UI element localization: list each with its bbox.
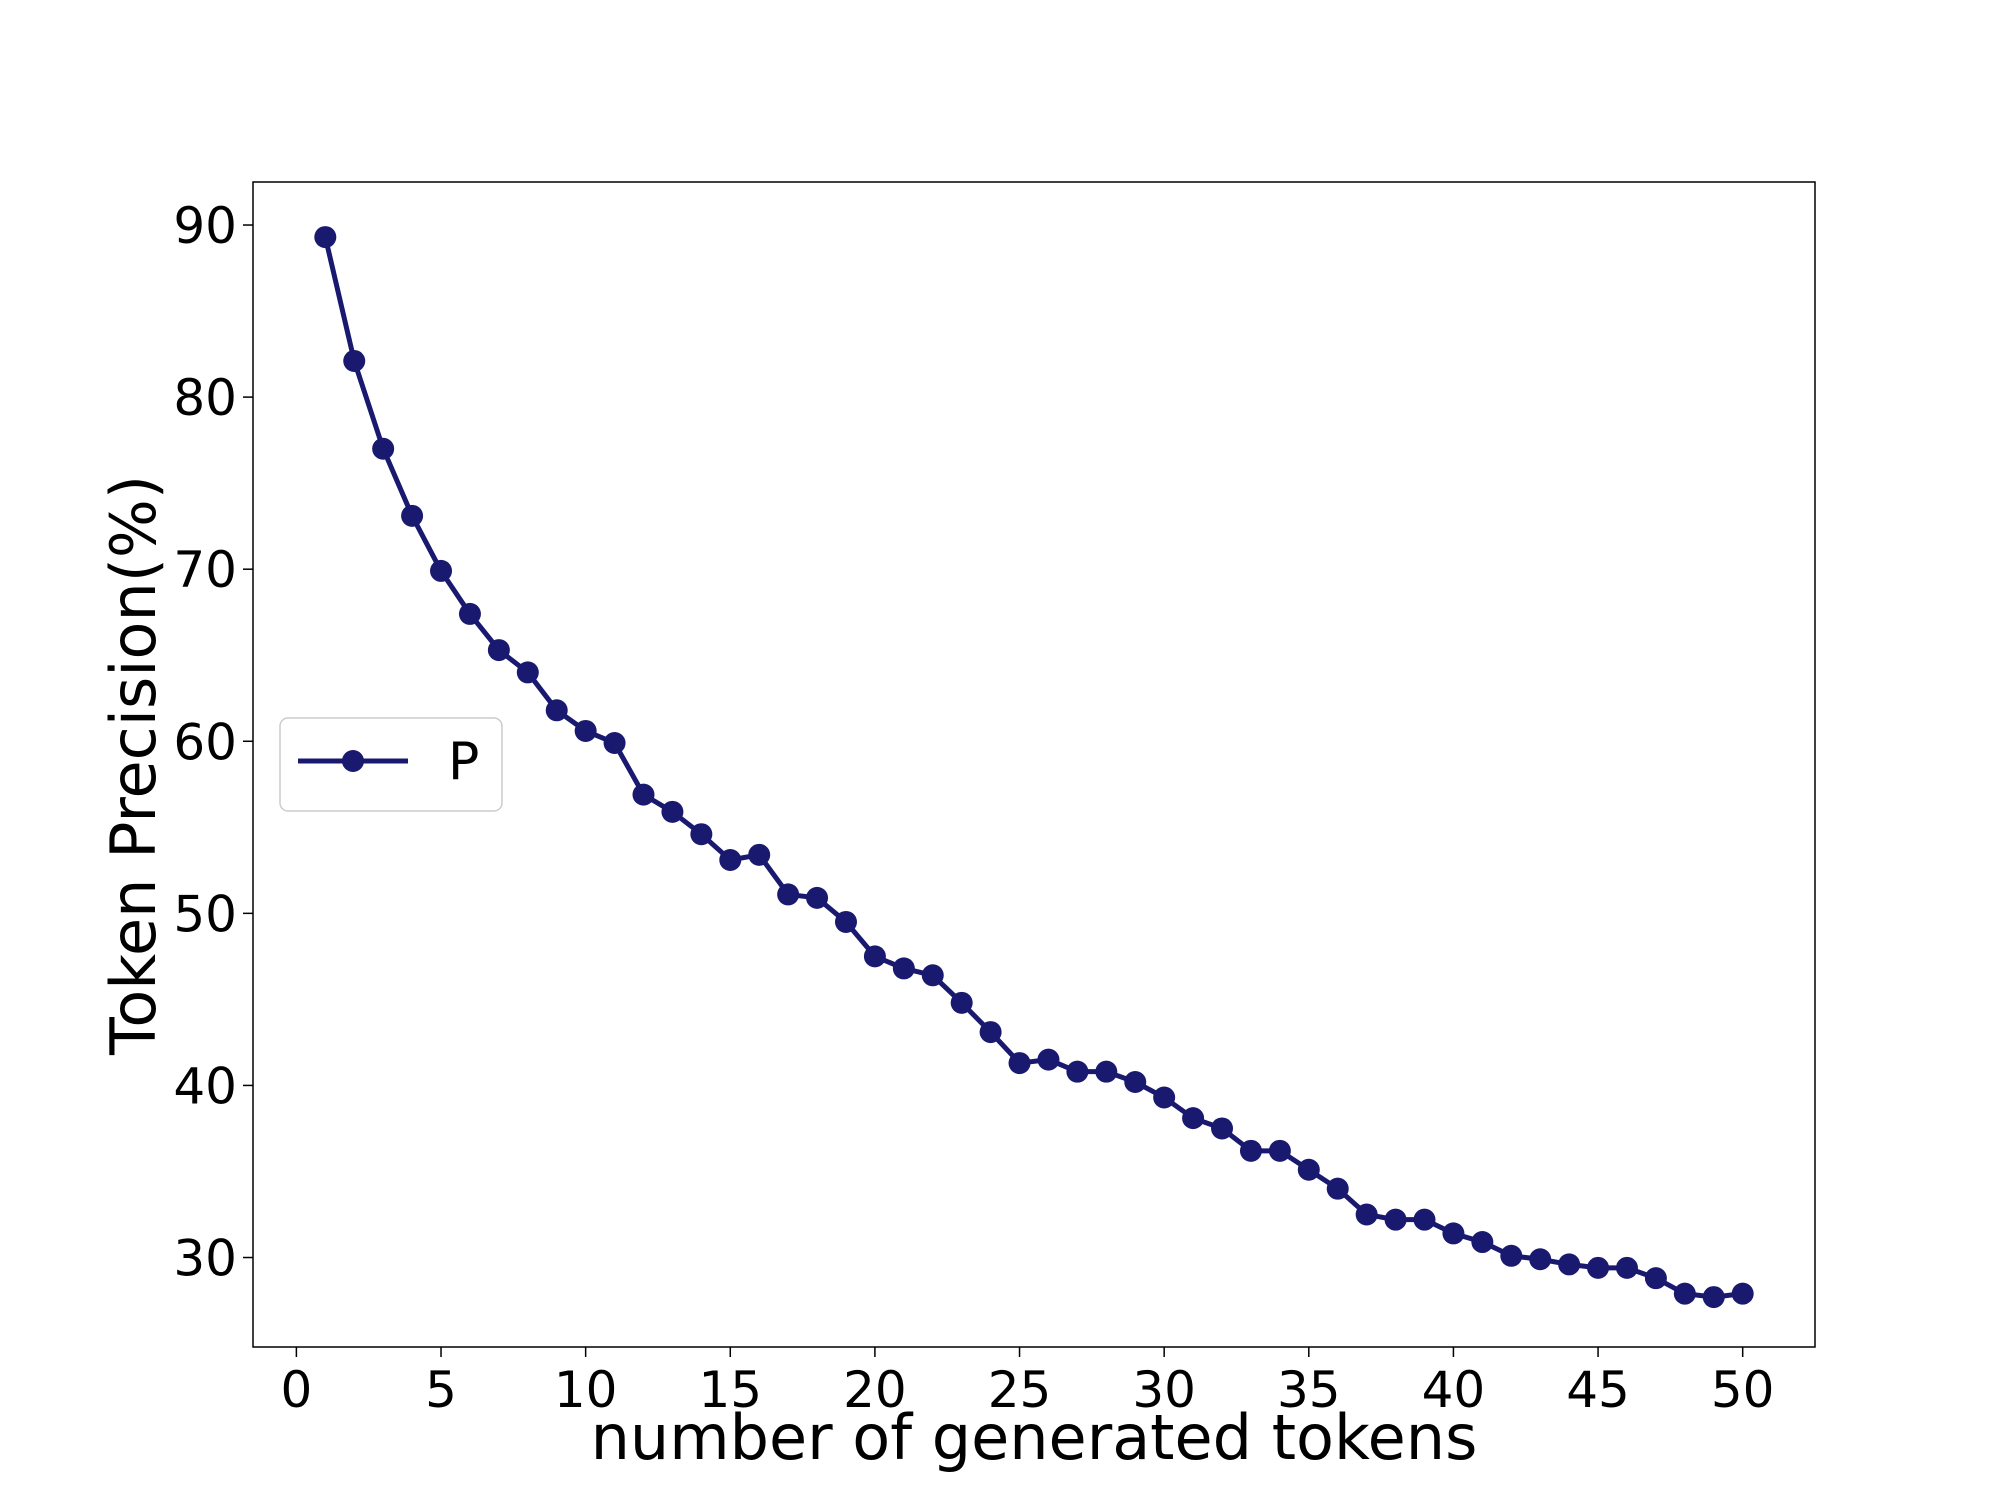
legend-marker-swatch	[342, 750, 364, 772]
data-point	[806, 886, 829, 909]
y-tick-label: 60	[173, 713, 237, 771]
data-point	[979, 1021, 1002, 1044]
y-tick-label: 30	[173, 1230, 237, 1288]
x-tick-label: 15	[698, 1361, 762, 1419]
data-point	[950, 991, 973, 1014]
data-point	[1008, 1052, 1031, 1075]
data-point	[748, 843, 771, 866]
data-point	[1500, 1244, 1523, 1267]
data-point	[1239, 1139, 1262, 1162]
data-point	[516, 661, 539, 684]
x-tick-label: 30	[1132, 1361, 1196, 1419]
x-tick-label: 40	[1422, 1361, 1486, 1419]
data-point	[1615, 1256, 1638, 1279]
data-point	[921, 964, 944, 987]
data-point	[1442, 1222, 1465, 1245]
data-point	[1587, 1256, 1610, 1279]
x-tick-label: 10	[554, 1361, 618, 1419]
data-point	[401, 504, 424, 527]
data-point	[719, 849, 742, 872]
x-tick-label: 5	[425, 1361, 457, 1419]
data-point	[1153, 1086, 1176, 1109]
data-point	[343, 349, 366, 372]
y-axis-ticks: 30 40 50 60 70 80 90	[173, 197, 253, 1288]
data-point	[1529, 1248, 1552, 1271]
data-point	[1095, 1060, 1118, 1083]
data-point	[863, 945, 886, 968]
data-point	[892, 957, 915, 980]
y-tick-label: 80	[173, 369, 237, 427]
x-tick-label: 25	[988, 1361, 1052, 1419]
legend-entry-p: P	[448, 732, 479, 792]
data-point	[1673, 1282, 1696, 1305]
y-tick-label: 90	[173, 197, 237, 255]
data-point	[487, 639, 510, 662]
data-point	[545, 699, 568, 722]
x-tick-label: 0	[280, 1361, 312, 1419]
data-point	[834, 910, 857, 933]
data-point	[1326, 1177, 1349, 1200]
data-point	[1384, 1208, 1407, 1231]
y-tick-label: 50	[173, 885, 237, 943]
x-tick-label: 50	[1711, 1361, 1775, 1419]
x-tick-label: 35	[1277, 1361, 1341, 1419]
data-point	[1066, 1060, 1089, 1083]
plot-area	[252, 181, 1816, 1348]
data-point	[1037, 1048, 1060, 1071]
data-point	[1182, 1107, 1205, 1130]
data-point	[1471, 1231, 1494, 1254]
data-point	[1413, 1208, 1436, 1231]
data-point	[458, 602, 481, 625]
data-point	[1558, 1253, 1581, 1276]
y-axis-label: Token Precision(%)	[97, 475, 170, 1056]
data-point	[603, 731, 626, 754]
data-point	[632, 783, 655, 806]
x-axis-label: number of generated tokens	[591, 1401, 1478, 1474]
data-point	[1702, 1286, 1725, 1309]
data-point	[661, 800, 684, 823]
data-point	[1211, 1117, 1234, 1140]
data-point	[1297, 1158, 1320, 1181]
legend: P	[279, 717, 503, 812]
data-point	[777, 883, 800, 906]
legend-box	[279, 717, 503, 812]
data-point	[574, 719, 597, 742]
x-tick-label: 20	[843, 1361, 907, 1419]
y-tick-label: 40	[173, 1057, 237, 1115]
data-point	[314, 226, 337, 249]
data-point	[1644, 1267, 1667, 1290]
series-layer	[314, 226, 1754, 1309]
data-point	[690, 823, 713, 846]
data-point	[1124, 1070, 1147, 1093]
data-point	[1355, 1203, 1378, 1226]
data-point	[1268, 1139, 1291, 1162]
data-point	[1731, 1282, 1754, 1305]
x-tick-label: 45	[1566, 1361, 1630, 1419]
data-point	[372, 437, 395, 460]
data-point	[430, 559, 453, 582]
y-tick-label: 70	[173, 541, 237, 599]
x-axis-ticks: 0 5 10 15 20 25 30 35 40 45 50	[280, 1347, 1774, 1419]
